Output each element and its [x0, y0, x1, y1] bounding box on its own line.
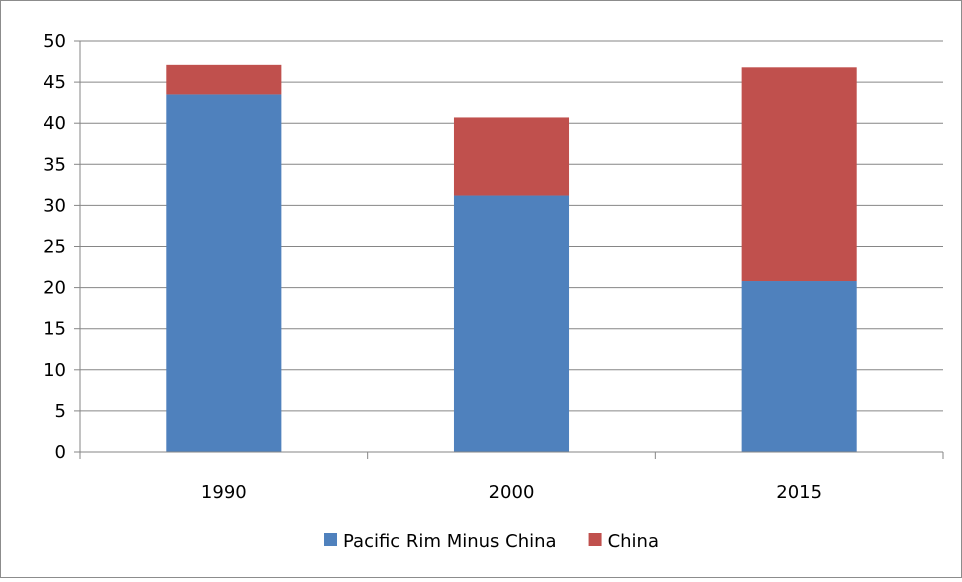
y-tick-label: 5 [55, 401, 66, 422]
bar-china-1990 [166, 65, 281, 95]
legend-item-china: China [589, 531, 659, 552]
y-tick-label: 10 [43, 360, 66, 381]
y-tick-label: 15 [43, 319, 66, 340]
bar-pacific-rim-minus-china-1990 [166, 94, 281, 452]
y-tick-label: 20 [43, 278, 66, 299]
y-axis-ticks: 0 5 10 15 20 25 30 35 40 45 50 [43, 31, 80, 463]
legend-swatch [589, 533, 602, 546]
legend: Pacific Rim Minus China China [324, 531, 659, 552]
y-tick-label: 25 [43, 237, 66, 258]
y-tick-label: 35 [43, 154, 66, 175]
y-tick-label: 30 [43, 195, 66, 216]
y-tick-label: 45 [43, 72, 66, 93]
bar-pacific-rim-minus-china-2000 [454, 196, 569, 452]
y-tick-label: 0 [55, 442, 66, 463]
bar-china-2000 [454, 117, 569, 195]
x-axis-ticks: 1990 2000 2015 [80, 452, 943, 503]
y-tick-label: 40 [43, 113, 66, 134]
bars [166, 65, 856, 452]
x-tick-label: 2000 [489, 482, 535, 503]
legend-item-pacific-rim-minus-china: Pacific Rim Minus China [324, 531, 557, 552]
bar-pacific-rim-minus-china-2015 [742, 281, 857, 452]
legend-label: Pacific Rim Minus China [343, 531, 557, 552]
x-tick-label: 2015 [776, 482, 822, 503]
y-tick-label: 50 [43, 31, 66, 52]
legend-swatch [324, 533, 337, 546]
bar-china-2015 [742, 67, 857, 281]
legend-label: China [608, 531, 659, 552]
x-tick-label: 1990 [201, 482, 247, 503]
